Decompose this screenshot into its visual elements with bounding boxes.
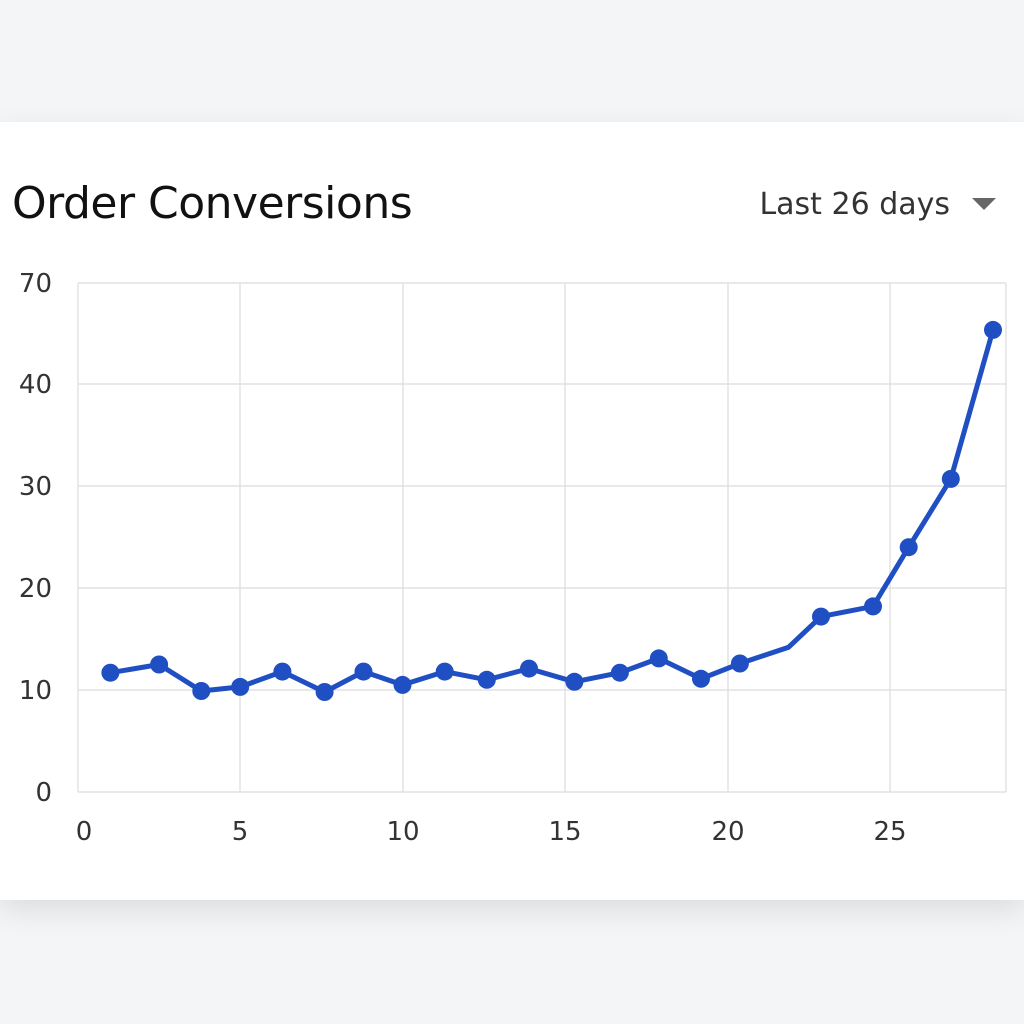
- data-point: [649, 649, 668, 668]
- data-point: [231, 677, 250, 696]
- data-point: [520, 659, 538, 678]
- data-point: [899, 538, 918, 557]
- data-point: [273, 662, 292, 681]
- y-tick-label: 40: [19, 370, 52, 400]
- data-point: [692, 669, 710, 688]
- x-tick-label: 25: [873, 817, 906, 847]
- data-point: [101, 663, 120, 682]
- grid: [77, 282, 1007, 793]
- data-point: [435, 662, 454, 681]
- data-point: [864, 597, 882, 616]
- y-tick-label: 0: [35, 778, 52, 808]
- series: [101, 320, 1002, 701]
- data-point: [393, 675, 412, 694]
- x-tick-label: 10: [386, 817, 419, 847]
- x-tick-label: 0: [76, 817, 93, 847]
- data-point: [984, 320, 1002, 339]
- axes: 0 10 20 30 40 70 0 5 10 15 20 25: [19, 269, 907, 847]
- series-line: [107, 327, 996, 695]
- chart-card: [0, 122, 1024, 900]
- page-title: Order Conversions: [12, 178, 413, 229]
- data-point: [192, 682, 211, 700]
- data-point: [730, 654, 749, 673]
- date-range-dropdown[interactable]: Last 26 days: [759, 184, 996, 224]
- data-point: [150, 655, 169, 674]
- data-point: [354, 662, 373, 681]
- data-point: [941, 469, 960, 488]
- date-range-label: Last 26 days: [759, 186, 950, 222]
- data-point: [812, 607, 830, 626]
- chevron-down-icon: [972, 198, 996, 210]
- data-point: [315, 683, 334, 701]
- x-tick-label: 15: [548, 817, 581, 847]
- data-point: [477, 670, 496, 689]
- data-point: [610, 663, 629, 682]
- y-tick-label: 70: [19, 269, 52, 299]
- data-point: [565, 672, 584, 691]
- x-tick-label: 20: [711, 817, 744, 847]
- y-tick-label: 10: [19, 676, 52, 706]
- x-tick-label: 5: [232, 817, 249, 847]
- y-tick-label: 20: [19, 574, 52, 604]
- y-tick-label: 30: [19, 472, 52, 502]
